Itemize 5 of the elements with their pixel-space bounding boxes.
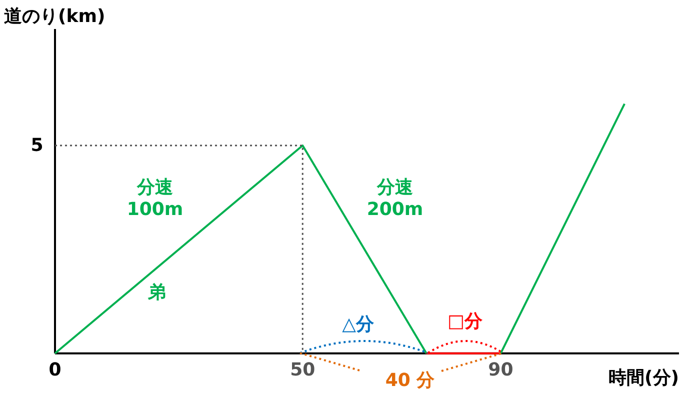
x-tick-label: 50: [290, 359, 316, 380]
x-tick-label: 0: [48, 359, 62, 380]
x-axis-title: 時間(分): [608, 367, 679, 388]
x-tick-label: 90: [488, 359, 514, 380]
y-axis-title: 道のり(km): [4, 6, 106, 27]
